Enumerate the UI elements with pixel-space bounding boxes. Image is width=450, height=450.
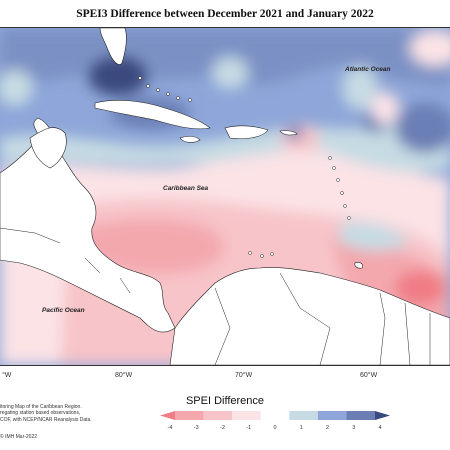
credits-line-3: COF, with NCEP/NCAR Reanalysis Data. bbox=[0, 416, 92, 423]
pacific-ocean-label: Pacific Ocean bbox=[42, 307, 85, 314]
legend-swatch bbox=[346, 411, 375, 420]
pale-north bbox=[212, 57, 248, 89]
map-panel: Atlantic Ocean Caribbean Sea Pacific Oce… bbox=[0, 27, 450, 366]
color-legend bbox=[160, 411, 390, 420]
pink-atlantic bbox=[371, 92, 399, 124]
lon-tick-90: °W bbox=[2, 372, 12, 379]
legend-tick-label: -1 bbox=[246, 425, 252, 431]
credits-text: itoring Map of the Caribbean Region. reg… bbox=[0, 404, 110, 423]
jamaica bbox=[179, 135, 201, 143]
map-title: SPEI3 Difference between December 2021 a… bbox=[76, 8, 374, 20]
south-america bbox=[169, 267, 450, 365]
legend-title: SPEI Difference bbox=[185, 395, 265, 407]
blue-atlantic-east bbox=[395, 103, 450, 153]
hispaniola bbox=[224, 125, 269, 140]
pale-ne bbox=[410, 30, 450, 66]
lon-tick-70: 70°W bbox=[235, 372, 253, 379]
copyright: © IMH Mar-2022 bbox=[0, 434, 38, 440]
legend-tick-label: 0 bbox=[273, 425, 277, 431]
legend-tick-label: 4 bbox=[378, 425, 382, 431]
credits-line-2: regating station based observations, bbox=[0, 410, 81, 417]
lon-tick-80: 80°W bbox=[115, 372, 133, 379]
lon-tick-60: 60°W bbox=[360, 372, 378, 379]
cuba bbox=[94, 99, 211, 130]
land bbox=[0, 28, 450, 365]
red-spot bbox=[395, 270, 445, 306]
legend-tick-label: -2 bbox=[220, 425, 225, 431]
trinidad bbox=[354, 262, 363, 269]
deep-blue-bahamas bbox=[88, 56, 148, 96]
caribbean-sea-label: Caribbean Sea bbox=[163, 185, 209, 192]
puerto-rico bbox=[279, 130, 298, 136]
legend-tick-label: -3 bbox=[193, 425, 199, 431]
legend-swatch bbox=[232, 411, 261, 420]
legend-swatch bbox=[289, 411, 318, 420]
pale-east-south bbox=[340, 221, 410, 251]
atlantic-ocean-label: Atlantic Ocean bbox=[345, 66, 391, 73]
legend-swatch bbox=[260, 411, 290, 420]
florida bbox=[99, 28, 127, 65]
borders bbox=[0, 227, 431, 365]
yucatan bbox=[29, 127, 67, 169]
legend-swatch bbox=[317, 411, 347, 420]
credits-line-1: itoring Map of the Caribbean Region. bbox=[0, 404, 82, 410]
legend-tick-label: 1 bbox=[299, 425, 303, 431]
legend-tick-label: 3 bbox=[352, 425, 356, 431]
pale-atlantic bbox=[342, 66, 378, 110]
legend-tick-label: -4 bbox=[167, 425, 173, 431]
small-islands bbox=[138, 76, 351, 258]
legend-swatch bbox=[203, 411, 233, 420]
red-core bbox=[80, 218, 225, 275]
pale-band bbox=[0, 120, 450, 173]
legend-arrow-low bbox=[160, 411, 175, 420]
spei-map bbox=[0, 28, 450, 365]
mexico-central-america bbox=[0, 117, 176, 333]
blue-west bbox=[0, 70, 33, 106]
legend-tick-label: 2 bbox=[325, 425, 330, 431]
legend-arrow-high bbox=[375, 411, 390, 420]
legend-swatch bbox=[175, 411, 204, 420]
